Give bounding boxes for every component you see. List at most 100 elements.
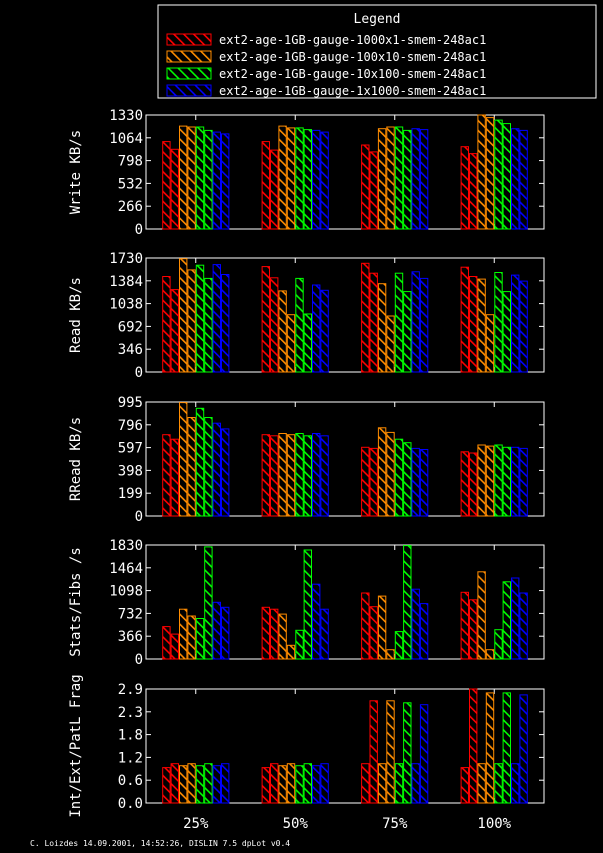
bar [369, 700, 378, 804]
bar [312, 284, 321, 373]
plot-frame [145, 544, 545, 660]
y-tick-label: 1730 [109, 251, 143, 267]
bar [179, 258, 188, 373]
bar [221, 274, 230, 373]
bar [460, 767, 470, 804]
bar [394, 631, 404, 660]
bar [162, 276, 171, 373]
legend-swatch [166, 84, 212, 97]
x-tick-label: 25% [183, 816, 209, 832]
bar [286, 314, 296, 373]
bar [494, 272, 503, 373]
plot-frame [145, 257, 545, 373]
bar [369, 151, 378, 230]
bar [286, 644, 296, 660]
bar [170, 438, 180, 517]
legend-swatch [166, 67, 212, 80]
bar [320, 289, 329, 373]
y-axis-label: Stats/Fibs /s [68, 547, 84, 657]
y-tick-label: 346 [118, 342, 143, 358]
bar [411, 271, 420, 373]
bar [394, 126, 404, 230]
bar [377, 283, 387, 373]
bar [195, 264, 205, 373]
bar [419, 277, 429, 373]
bar [303, 763, 313, 804]
y-tick-label: 0 [135, 222, 143, 238]
bar [204, 277, 213, 373]
bar [204, 546, 213, 660]
x-tick-label: 75% [382, 816, 408, 832]
legend-label: ext2-age-1GB-gauge-10x100-smem-248ac1 [219, 67, 486, 81]
bar [179, 402, 188, 517]
bar [162, 626, 171, 660]
y-tick-label: 995 [118, 395, 143, 411]
bar [386, 649, 395, 660]
bar [221, 133, 230, 230]
bar [460, 451, 470, 517]
y-tick-label: 199 [118, 486, 143, 502]
panel: 0.0 0.6 1.2 1.8 2.3 2.9 Int/Ext/PatL Frag 25% 50… [68, 674, 545, 832]
bar [312, 433, 321, 517]
bar [469, 688, 478, 804]
bar [419, 603, 429, 660]
bar [519, 447, 528, 517]
y-tick-label: 1064 [109, 131, 143, 147]
bar [187, 269, 196, 373]
bar [270, 763, 279, 804]
bar [361, 592, 370, 660]
bar [295, 127, 304, 230]
bar [403, 545, 412, 660]
bar [212, 131, 222, 230]
legend-label: ext2-age-1GB-gauge-1x1000-smem-248ac1 [219, 84, 486, 98]
bar [386, 700, 395, 804]
bar [278, 290, 287, 373]
bar [502, 123, 512, 230]
bar [261, 606, 271, 660]
bar [519, 129, 528, 230]
bar [312, 583, 321, 660]
legend-swatch [166, 33, 212, 46]
bar [261, 767, 271, 804]
bar [195, 618, 205, 660]
y-tick-label: 732 [118, 606, 143, 622]
bar [377, 595, 387, 660]
bar [485, 649, 495, 660]
bar [403, 442, 412, 517]
bar [469, 452, 478, 517]
bar [502, 291, 512, 373]
y-tick-label: 798 [118, 154, 143, 170]
bar [261, 434, 271, 517]
bar [511, 274, 520, 373]
y-tick-label: 1098 [109, 584, 143, 600]
y-tick-label: 0 [135, 365, 143, 381]
bar [511, 446, 520, 517]
bar [204, 129, 213, 230]
bar [411, 763, 420, 804]
bar [485, 117, 495, 230]
bar [419, 704, 429, 804]
plot-frame [145, 114, 545, 230]
bar [460, 146, 470, 230]
bar [320, 763, 329, 804]
bar [179, 608, 188, 660]
y-tick-label: 692 [118, 319, 143, 335]
bar [170, 763, 180, 804]
bar [270, 435, 279, 517]
bar [419, 129, 429, 230]
bar [502, 581, 512, 660]
bar [261, 141, 271, 230]
bar [460, 591, 470, 660]
bar [187, 615, 196, 660]
bar [494, 629, 503, 660]
y-axis-label: Read KB/s [68, 277, 84, 353]
bar [195, 765, 205, 804]
bar [212, 264, 222, 373]
bar [179, 125, 188, 230]
bar [286, 434, 296, 517]
bar [170, 633, 180, 660]
bar [195, 407, 205, 517]
y-tick-label: 2.9 [118, 682, 143, 698]
bar [221, 428, 230, 517]
